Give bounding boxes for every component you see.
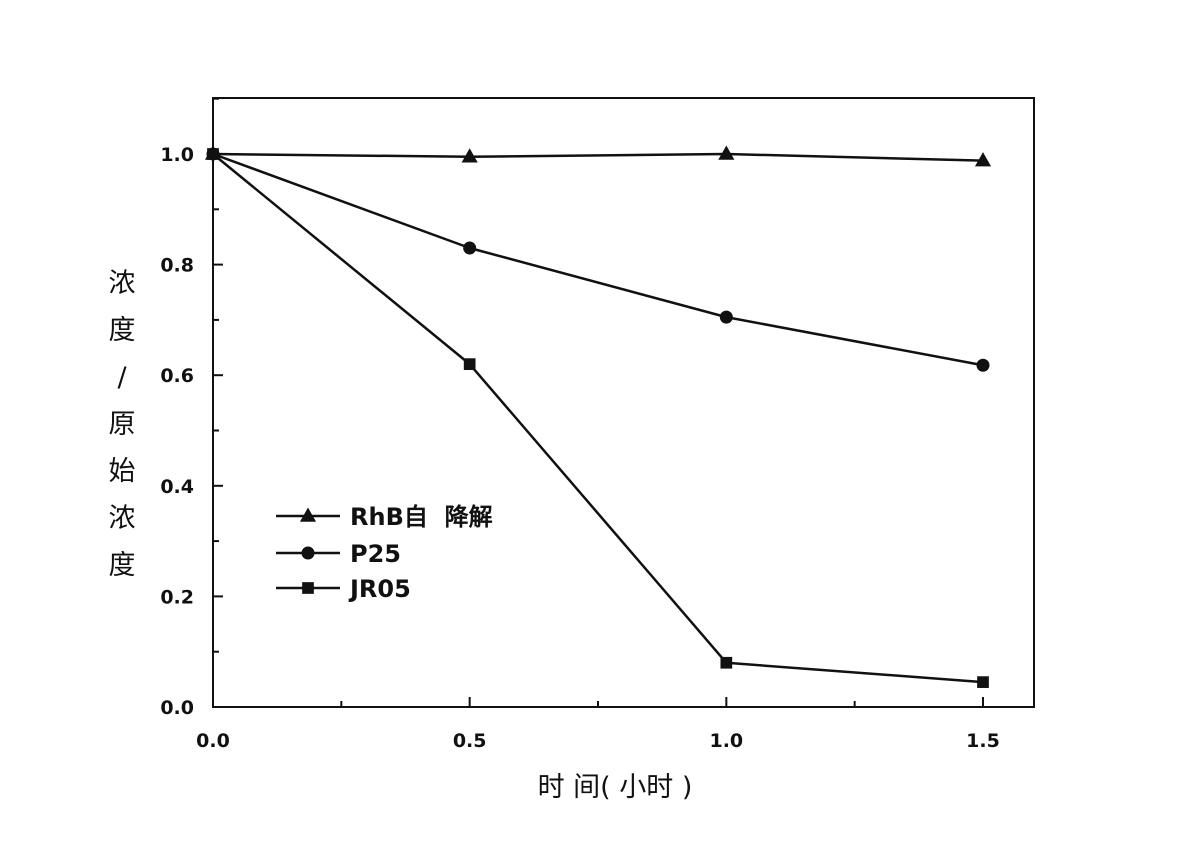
y-axis-title: 浓度/原始浓度: [109, 268, 136, 581]
series-circle: [206, 147, 990, 372]
legend-item: JR05: [276, 575, 411, 603]
legend-marker: [301, 546, 315, 560]
legend-item: RhB自 降解: [276, 503, 493, 531]
x-tick-label: 0.5: [453, 730, 487, 752]
data-point: [718, 145, 735, 160]
data-point: [207, 148, 219, 160]
legend-item: P25: [276, 540, 401, 568]
x-tick-label: 1.0: [709, 730, 743, 752]
series-line: [212, 153, 984, 684]
y-tick-label: 0.0: [160, 697, 194, 719]
series-line: [212, 152, 984, 162]
legend-marker: [302, 582, 314, 594]
legend-label: JR05: [348, 575, 411, 603]
legend-marker: [299, 507, 317, 522]
data-point: [720, 656, 733, 669]
data-point: [463, 241, 477, 255]
x-axis: 0.0 0.5 1.0 1.5: [196, 697, 1000, 752]
data-point: [977, 676, 989, 688]
series-triangle: [204, 145, 992, 167]
x-tick-label: 1.5: [966, 730, 1000, 752]
x-axis-title: 时 间( 小时 ): [538, 772, 693, 803]
legend: RhB自 降解 P25 JR05: [276, 503, 493, 603]
series-line: [212, 152, 984, 367]
data-point: [974, 152, 992, 167]
series-square: [207, 148, 989, 688]
plot-frame: [212, 97, 1035, 708]
data-point: [976, 358, 990, 372]
y-tick-label: 0.4: [160, 476, 194, 498]
y-axis: 0.0 0.2 0.4 0.6 0.8 1.0: [160, 97, 223, 719]
y-tick-label: 1.0: [160, 144, 194, 166]
data-point: [461, 148, 478, 163]
y-tick-label: 0.8: [160, 255, 194, 277]
legend-label: RhB自 降解: [350, 503, 493, 531]
legend-label: P25: [350, 540, 401, 568]
series-layer: [204, 145, 992, 688]
y-tick-label: 0.6: [160, 365, 194, 387]
x-tick-label: 0.0: [196, 730, 230, 752]
y-tick-label: 0.2: [160, 586, 194, 608]
data-point: [463, 358, 476, 370]
data-point: [719, 310, 733, 324]
